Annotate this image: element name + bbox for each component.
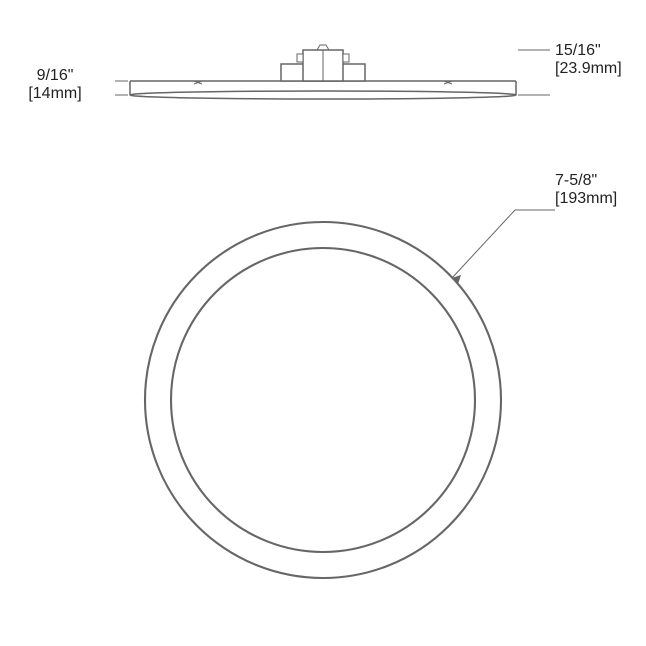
dim-diameter-imperial: 7-5/8" (555, 172, 597, 189)
side-profile-view (115, 45, 550, 99)
outer-ring (145, 222, 501, 578)
dim-leader-diameter (452, 210, 555, 278)
slab-bottom-ellipse (130, 91, 516, 99)
front-circular-view (145, 210, 555, 578)
dim-right-imperial: 15/16" (555, 42, 601, 59)
inner-ring (171, 248, 475, 552)
dim-left-imperial: 9/16" (37, 67, 74, 84)
dim-diameter-metric: [193mm] (555, 190, 617, 207)
dim-right-metric: [23.9mm] (555, 60, 622, 77)
dim-left-metric: [14mm] (28, 85, 81, 102)
